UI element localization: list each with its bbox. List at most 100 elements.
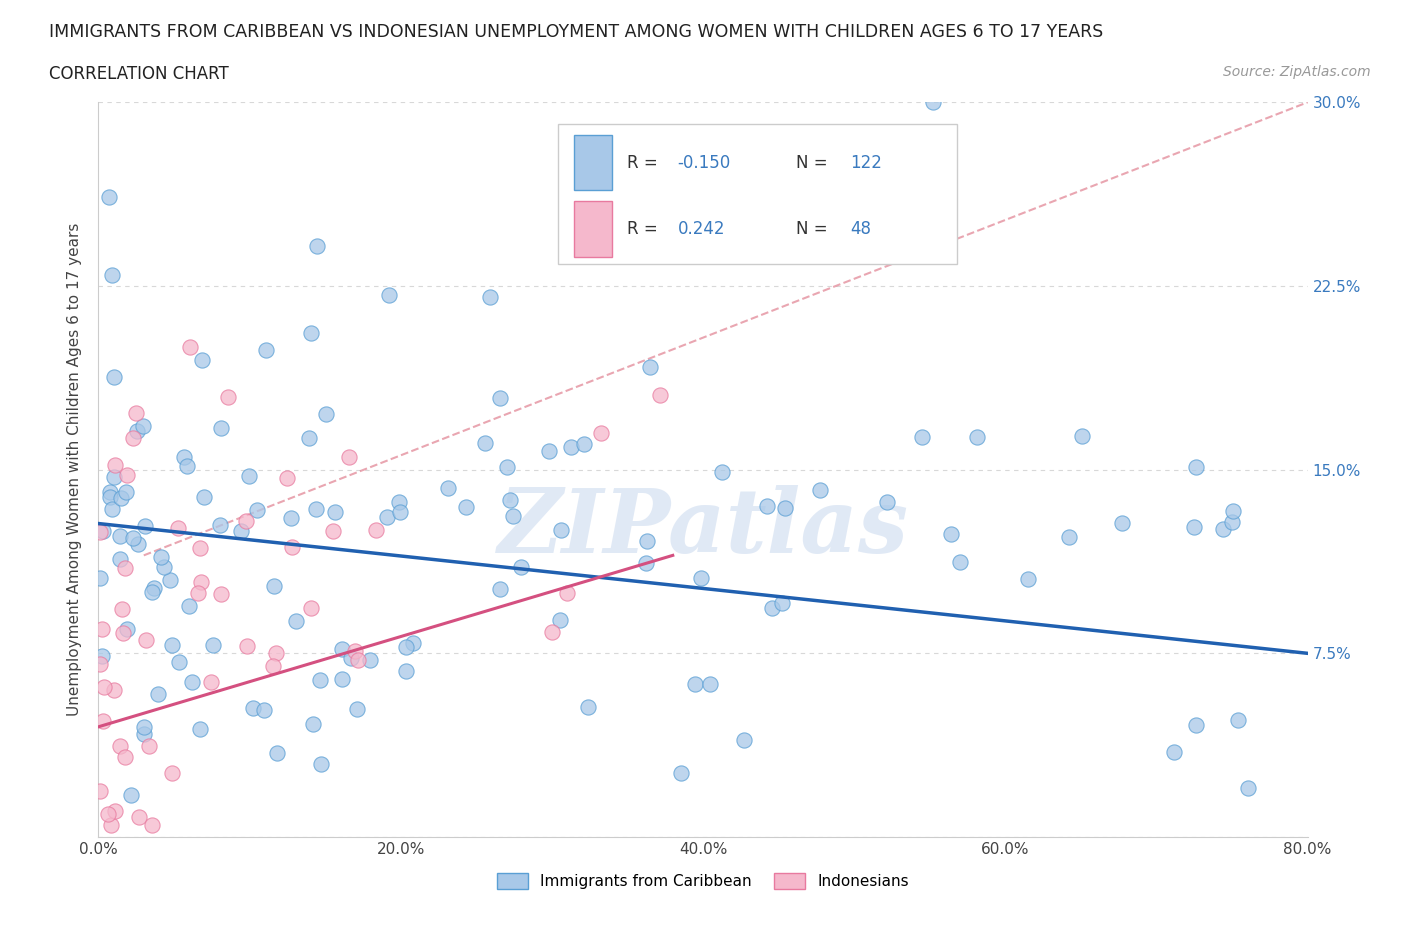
Point xyxy=(103,470,125,485)
Point xyxy=(346,652,368,667)
Point xyxy=(101,268,124,283)
Point xyxy=(489,391,512,405)
Point xyxy=(1185,718,1208,733)
Point xyxy=(263,578,285,593)
Point xyxy=(153,560,176,575)
Y-axis label: Unemployment Among Women with Children Ages 6 to 17 years: Unemployment Among Women with Children A… xyxy=(67,223,83,716)
Point xyxy=(110,490,132,505)
Point xyxy=(876,495,898,510)
Point xyxy=(177,598,200,613)
Point xyxy=(229,524,252,538)
Point xyxy=(1236,780,1258,795)
Point xyxy=(132,419,155,434)
Point xyxy=(808,482,831,497)
Point xyxy=(200,674,222,689)
Point xyxy=(378,287,401,302)
Point xyxy=(1222,503,1244,518)
Text: IMMIGRANTS FROM CARIBBEAN VS INDONESIAN UNEMPLOYMENT AMONG WOMEN WITH CHILDREN A: IMMIGRANTS FROM CARIBBEAN VS INDONESIAN … xyxy=(49,23,1104,41)
Point xyxy=(97,806,120,821)
Point xyxy=(922,95,945,110)
Point xyxy=(576,699,599,714)
Point xyxy=(167,654,190,669)
Point xyxy=(159,573,181,588)
Text: Source: ZipAtlas.com: Source: ZipAtlas.com xyxy=(1223,65,1371,79)
Text: ZIPatlas: ZIPatlas xyxy=(498,485,908,572)
Point xyxy=(733,733,755,748)
Point xyxy=(456,499,478,514)
Point xyxy=(100,817,122,832)
Point xyxy=(734,193,756,207)
Point xyxy=(246,502,269,517)
Point xyxy=(134,519,156,534)
Point xyxy=(132,726,155,741)
Point xyxy=(474,435,496,450)
Point xyxy=(395,640,418,655)
Point xyxy=(537,444,560,458)
Point xyxy=(939,526,962,541)
Point xyxy=(276,471,298,485)
Point xyxy=(281,539,304,554)
Point xyxy=(550,523,572,538)
Point xyxy=(181,674,204,689)
Point xyxy=(638,359,661,374)
FancyBboxPatch shape xyxy=(574,202,613,257)
Point xyxy=(142,581,165,596)
Point xyxy=(574,436,596,451)
Point xyxy=(280,511,302,525)
Point xyxy=(388,495,411,510)
Point xyxy=(235,514,257,529)
Point xyxy=(110,551,132,566)
Point xyxy=(389,504,412,519)
Point xyxy=(254,343,277,358)
Point xyxy=(127,537,149,551)
Point xyxy=(395,664,418,679)
Point xyxy=(325,504,347,519)
Point xyxy=(125,405,148,420)
Point xyxy=(337,449,360,464)
Point xyxy=(375,510,398,525)
Point xyxy=(285,613,308,628)
Point xyxy=(555,586,578,601)
Point xyxy=(479,289,502,304)
Point xyxy=(710,464,733,479)
Point xyxy=(208,518,231,533)
FancyBboxPatch shape xyxy=(574,136,613,191)
Point xyxy=(773,500,796,515)
Point xyxy=(162,765,184,780)
Point xyxy=(307,239,329,254)
Point xyxy=(122,431,145,445)
Point xyxy=(89,784,111,799)
Text: 0.242: 0.242 xyxy=(678,220,725,238)
FancyBboxPatch shape xyxy=(558,125,957,264)
Point xyxy=(683,677,706,692)
Point xyxy=(91,714,114,729)
Point xyxy=(91,622,114,637)
Point xyxy=(114,561,136,576)
Point xyxy=(173,449,195,464)
Point xyxy=(650,388,672,403)
Point xyxy=(364,523,387,538)
Point xyxy=(1182,520,1205,535)
Point xyxy=(636,534,658,549)
Point xyxy=(1071,429,1094,444)
Point xyxy=(135,632,157,647)
Point xyxy=(302,717,325,732)
Point xyxy=(305,501,328,516)
Point xyxy=(98,489,121,504)
Point xyxy=(499,493,522,508)
Point xyxy=(89,657,111,671)
Point xyxy=(299,601,322,616)
Point xyxy=(266,746,288,761)
Point xyxy=(591,425,613,440)
Point xyxy=(104,804,127,818)
Point xyxy=(949,555,972,570)
Point xyxy=(238,469,260,484)
Text: R =: R = xyxy=(627,220,662,238)
Point xyxy=(115,468,138,483)
Point xyxy=(110,529,132,544)
Text: 48: 48 xyxy=(851,220,872,238)
Point xyxy=(761,601,783,616)
Point xyxy=(242,701,264,716)
Point xyxy=(770,595,793,610)
Point xyxy=(437,481,460,496)
